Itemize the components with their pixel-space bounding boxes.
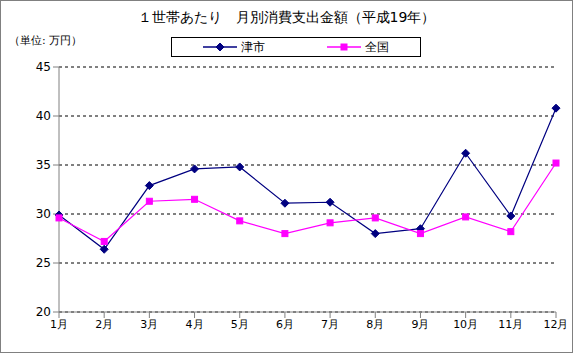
svg-text:40: 40	[36, 109, 51, 123]
svg-text:1月: 1月	[50, 318, 68, 331]
svg-text:2月: 2月	[95, 318, 113, 331]
svg-text:11月: 11月	[498, 318, 523, 331]
svg-text:25: 25	[36, 256, 51, 270]
svg-text:45: 45	[36, 60, 51, 74]
svg-text:35: 35	[36, 158, 51, 172]
html-text:１世帯あたり 月別消費支出金額（平成19年）: １世帯あたり 月別消費支出金額（平成19年）	[137, 9, 436, 25]
html-text:（単位: 万円）: （単位: 万円）	[9, 34, 83, 47]
svg-text:12月: 12月	[544, 318, 566, 331]
svg-text:20: 20	[36, 305, 51, 319]
svg-text:10月: 10月	[453, 318, 478, 331]
svg-text:30: 30	[36, 207, 51, 221]
svg-text:6月: 6月	[276, 318, 294, 331]
svg-text:4月: 4月	[186, 318, 204, 331]
svg-text:5月: 5月	[231, 318, 249, 331]
html-text:全国: 全国	[365, 39, 389, 54]
svg-text:8月: 8月	[366, 318, 384, 331]
svg-text:3月: 3月	[140, 318, 158, 331]
html-text:津市: 津市	[241, 39, 265, 54]
svg-text:7月: 7月	[321, 318, 339, 331]
svg-text:9月: 9月	[411, 318, 429, 331]
